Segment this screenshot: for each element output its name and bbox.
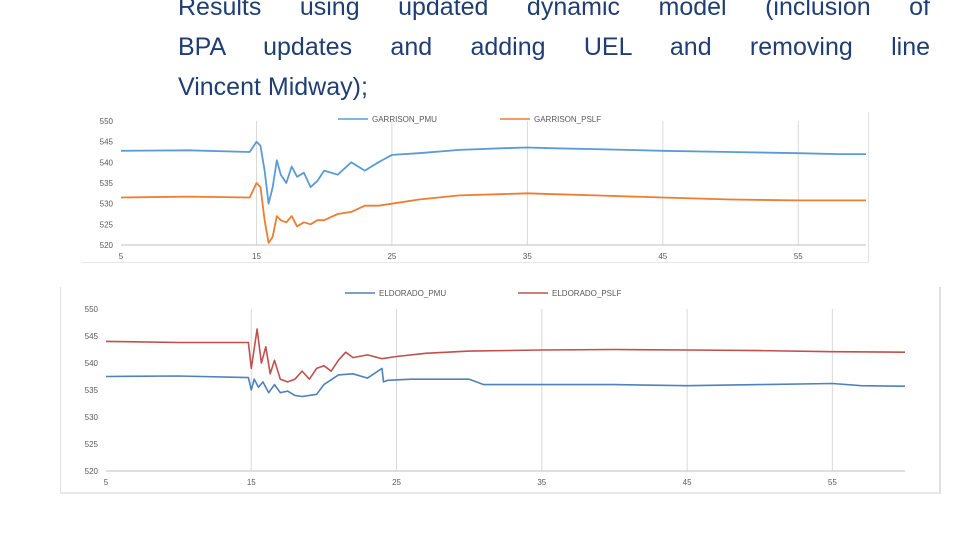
garrison-x-tick-label: 35 xyxy=(523,252,532,261)
garrison-y-tick-label: 540 xyxy=(100,158,114,167)
garrison-x-tick-label: 5 xyxy=(119,252,124,261)
garrison-y-tick-label: 525 xyxy=(100,220,114,229)
eldorado-series-eldorado-pmu xyxy=(105,367,906,398)
eldorado-y-tick-label: 525 xyxy=(85,440,99,449)
eldorado-x-tick-label: 45 xyxy=(683,478,692,487)
garrison-x-tick-label: 55 xyxy=(794,252,803,261)
eldorado-x-tick-label: 55 xyxy=(828,478,837,487)
garrison-chart-frame xyxy=(81,112,869,263)
slide-heading-line-1: Results using updated dynamic model (inc… xyxy=(178,0,930,21)
garrison-y-tick-label: 545 xyxy=(100,138,114,147)
eldorado-y-tick-label: 535 xyxy=(85,386,99,395)
garrison-x-tick-label: 15 xyxy=(252,252,261,261)
eldorado-x-tick-label: 25 xyxy=(392,478,401,487)
garrison-x-tick-label: 45 xyxy=(658,252,667,261)
garrison-y-tick-label: 530 xyxy=(100,200,114,209)
eldorado-x-tick-label: 35 xyxy=(537,478,546,487)
eldorado-chart: 520 525 530 535 540 545 550 5 15 25 35 45 55 ELDORADO… xyxy=(85,289,906,487)
eldorado-y-tick-label: 545 xyxy=(85,332,99,341)
eldorado-x-tick-label: 15 xyxy=(247,478,256,487)
eldorado-y-tick-label: 520 xyxy=(85,467,99,476)
eldorado-legend-label: ELDORADO_PSLF xyxy=(552,289,621,298)
garrison-chart: 520 525 530 535 540 545 550 5 15 25 35 45 55 GARRISON… xyxy=(100,115,866,261)
garrison-y-tick-label: 535 xyxy=(100,179,114,188)
garrison-series-garrison-pmu xyxy=(120,140,866,205)
eldorado-y-tick-label: 550 xyxy=(85,305,99,314)
eldorado-y-tick-label: 530 xyxy=(85,413,99,422)
slide-heading: Results using updated dynamic model (inc… xyxy=(178,0,930,107)
garrison-legend-label: GARRISON_PSLF xyxy=(534,115,601,124)
garrison-legend-label: GARRISON_PMU xyxy=(372,115,437,124)
garrison-series-garrison-pslf xyxy=(120,182,866,244)
garrison-x-tick-label: 25 xyxy=(387,252,396,261)
garrison-y-tick-label: 520 xyxy=(100,241,114,250)
eldorado-chart-frame xyxy=(60,287,941,494)
slide-heading-line-2: BPA updates and adding UEL and removing … xyxy=(178,33,930,61)
slide-heading-line-3: Vincent Midway); xyxy=(178,73,368,101)
eldorado-y-tick-label: 540 xyxy=(85,359,99,368)
eldorado-legend-label: ELDORADO_PMU xyxy=(379,289,446,298)
garrison-y-tick-label: 550 xyxy=(100,117,114,126)
eldorado-x-tick-label: 5 xyxy=(104,478,109,487)
eldorado-series-eldorado-pslf xyxy=(105,328,906,383)
